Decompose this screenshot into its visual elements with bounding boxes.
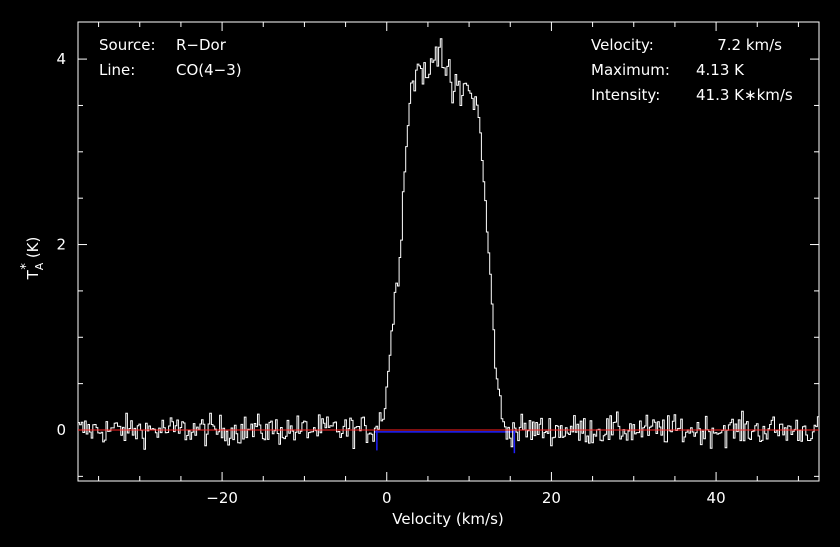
plot-frame bbox=[77, 21, 820, 482]
svg-text:TA*(K): TA* (K) bbox=[19, 237, 46, 281]
x-axis-label: Velocity (km/s) bbox=[392, 510, 503, 528]
velocity-label: Velocity: bbox=[591, 36, 654, 54]
maximum-value: 4.13 K bbox=[696, 61, 745, 79]
y-axis-label-symbol: T bbox=[24, 269, 42, 280]
spectrum-line bbox=[78, 38, 819, 450]
y-tick-label: 2 bbox=[56, 236, 66, 254]
source-label: Source: bbox=[99, 36, 156, 54]
maximum-label: Maximum: bbox=[591, 61, 670, 79]
source-value: R−Dor bbox=[176, 36, 227, 54]
ticks: −20 0 20 40 0 2 4 bbox=[56, 22, 819, 507]
axes-frame bbox=[77, 21, 820, 482]
intensity-value: 41.3 K∗km/s bbox=[696, 86, 793, 104]
x-tick-label: 0 bbox=[382, 489, 392, 507]
y-axis-label: TA* (K) bbox=[19, 237, 46, 281]
velocity-value: 7.2 km/s bbox=[717, 36, 782, 54]
y-axis-label-unit: (K) bbox=[24, 237, 42, 259]
intensity-label: Intensity: bbox=[591, 86, 660, 104]
line-label: Line: bbox=[99, 61, 135, 79]
y-axis-label-sup: * bbox=[19, 263, 34, 270]
y-axis-label-sub: A bbox=[33, 262, 46, 270]
x-tick-label: 40 bbox=[707, 489, 726, 507]
x-tick-label: 20 bbox=[542, 489, 561, 507]
x-tick-label: −20 bbox=[206, 489, 238, 507]
line-value: CO(4−3) bbox=[176, 61, 242, 79]
series bbox=[78, 38, 819, 454]
y-tick-label: 0 bbox=[56, 421, 66, 439]
y-tick-label: 4 bbox=[56, 50, 66, 68]
